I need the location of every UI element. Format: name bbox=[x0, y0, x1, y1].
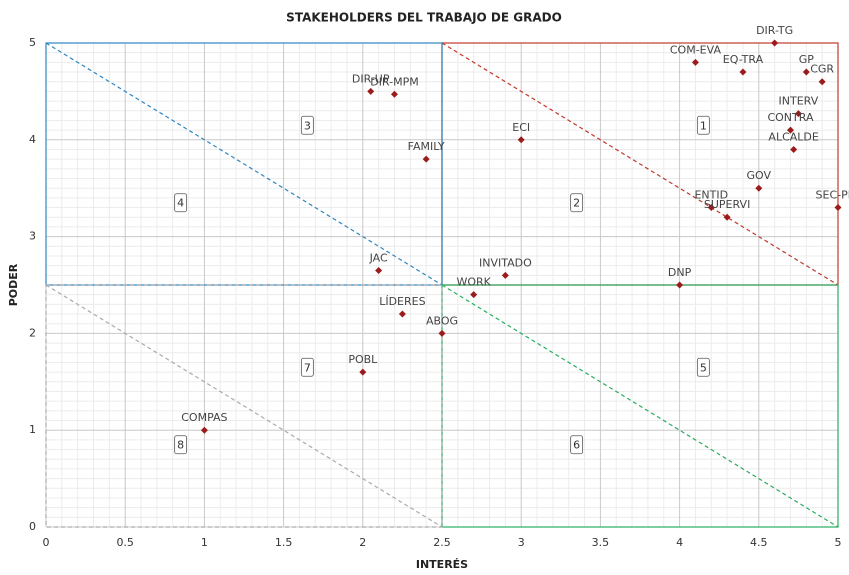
point-label: COM-EVA bbox=[670, 43, 722, 56]
point-label: EQ-TRA bbox=[723, 53, 764, 66]
point bbox=[517, 136, 525, 144]
point bbox=[802, 68, 810, 76]
y-tick-label: 3 bbox=[29, 230, 36, 243]
point-label: DNP bbox=[668, 266, 692, 279]
x-axis-label: INTERÉS bbox=[416, 558, 468, 571]
point bbox=[771, 39, 779, 47]
point-label: INVITADO bbox=[479, 256, 532, 269]
point-label: LÍDERES bbox=[379, 295, 425, 308]
region-label-box bbox=[174, 193, 188, 213]
point bbox=[398, 310, 406, 318]
region-diagonal bbox=[45, 42, 443, 286]
point bbox=[794, 110, 802, 118]
region-label: 5 bbox=[700, 361, 707, 374]
region-box bbox=[45, 284, 443, 528]
point bbox=[375, 266, 383, 274]
region-label-box bbox=[696, 357, 710, 377]
region-label: 6 bbox=[573, 439, 580, 452]
point-label: CGR bbox=[810, 63, 834, 76]
region-label-box bbox=[300, 357, 314, 377]
point bbox=[422, 155, 430, 163]
x-tick-label: 3.5 bbox=[592, 536, 610, 549]
point bbox=[438, 329, 446, 337]
point bbox=[707, 204, 715, 212]
x-tick-label: 4 bbox=[676, 536, 683, 549]
y-axis-label: PODER bbox=[7, 263, 20, 306]
region-diagonal bbox=[441, 284, 839, 528]
region-diagonal bbox=[45, 284, 443, 528]
region-label: 7 bbox=[304, 361, 311, 374]
x-tick-label: 2 bbox=[359, 536, 366, 549]
point-label: DIR-MPM bbox=[370, 75, 419, 88]
region-label: 1 bbox=[700, 119, 707, 132]
point bbox=[501, 271, 509, 279]
x-tick-label: 0.5 bbox=[116, 536, 134, 549]
x-tick-label: 0 bbox=[43, 536, 50, 549]
point bbox=[691, 58, 699, 66]
point bbox=[390, 90, 398, 98]
y-tick-label: 0 bbox=[29, 520, 36, 533]
region-label: 8 bbox=[177, 439, 184, 452]
region-label: 3 bbox=[304, 119, 311, 132]
region-label-box bbox=[696, 115, 710, 135]
point-label: CONTRA bbox=[767, 111, 813, 124]
x-tick-label: 5 bbox=[835, 536, 842, 549]
point bbox=[818, 78, 826, 86]
y-tick-label: 5 bbox=[29, 36, 36, 49]
point-label: ENTID bbox=[694, 189, 728, 202]
region-label-box bbox=[570, 193, 584, 213]
point-label: WORK bbox=[456, 276, 491, 289]
point-label: GP bbox=[799, 53, 815, 66]
point-label: SEC-PIM bbox=[816, 189, 849, 202]
x-tick-label: 1 bbox=[201, 536, 208, 549]
point bbox=[723, 213, 731, 221]
point-label: ECI bbox=[512, 121, 530, 134]
x-tick-label: 2.5 bbox=[433, 536, 451, 549]
point bbox=[470, 291, 478, 299]
point bbox=[739, 68, 747, 76]
region-label: 4 bbox=[177, 197, 184, 210]
region-diagonal bbox=[441, 42, 839, 286]
point-label: ABOG bbox=[426, 314, 458, 327]
y-tick-label: 4 bbox=[29, 133, 36, 146]
y-tick-label: 2 bbox=[29, 326, 36, 339]
point bbox=[834, 204, 842, 212]
region-label: 2 bbox=[573, 197, 580, 210]
point-label: SUPERVI bbox=[704, 198, 750, 211]
point bbox=[676, 281, 684, 289]
region-label-box bbox=[300, 115, 314, 135]
region-label-box bbox=[174, 435, 188, 455]
point-label: POBL bbox=[348, 353, 378, 366]
y-tick-label: 1 bbox=[29, 423, 36, 436]
point-label: ALCALDE bbox=[768, 130, 818, 143]
point-label: FAMILY bbox=[408, 140, 445, 153]
point bbox=[200, 426, 208, 434]
point-label: DIR-UP bbox=[352, 72, 390, 85]
x-tick-label: 1.5 bbox=[275, 536, 293, 549]
point bbox=[790, 145, 798, 153]
point-label: DIR-TG bbox=[756, 24, 793, 37]
point bbox=[786, 126, 794, 134]
point-label: INTERV bbox=[779, 95, 819, 108]
point-label: GOV bbox=[747, 169, 772, 182]
point bbox=[367, 87, 375, 95]
point bbox=[755, 184, 763, 192]
point-label: COMPAS bbox=[181, 411, 227, 424]
x-tick-label: 3 bbox=[518, 536, 525, 549]
region-box bbox=[441, 284, 839, 528]
x-tick-label: 4.5 bbox=[750, 536, 768, 549]
point bbox=[359, 368, 367, 376]
chart-title: STAKEHOLDERS DEL TRABAJO DE GRADO bbox=[286, 11, 562, 25]
point-label: JAC bbox=[369, 251, 388, 264]
region-label-box bbox=[570, 435, 584, 455]
